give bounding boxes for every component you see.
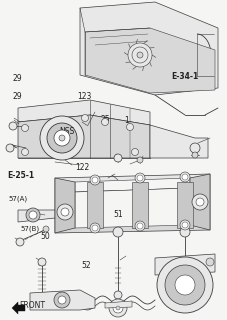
Circle shape	[174, 275, 194, 295]
Circle shape	[127, 43, 151, 67]
Text: NSS: NSS	[59, 127, 74, 136]
Text: 50: 50	[40, 232, 49, 241]
Text: E-25-1: E-25-1	[7, 171, 34, 180]
Circle shape	[54, 292, 70, 308]
Circle shape	[38, 258, 46, 266]
Circle shape	[114, 291, 121, 299]
Text: 29: 29	[12, 74, 22, 83]
Text: 25: 25	[100, 115, 109, 124]
Circle shape	[136, 223, 142, 229]
Polygon shape	[18, 100, 149, 125]
Circle shape	[134, 173, 144, 183]
Circle shape	[113, 303, 122, 313]
Circle shape	[195, 198, 203, 206]
Circle shape	[131, 47, 147, 63]
Polygon shape	[12, 302, 25, 314]
Circle shape	[191, 152, 197, 158]
Polygon shape	[55, 174, 209, 192]
Circle shape	[126, 124, 133, 131]
Circle shape	[114, 154, 121, 162]
Circle shape	[131, 148, 138, 156]
Polygon shape	[85, 28, 214, 93]
Text: 57(A): 57(A)	[8, 195, 27, 202]
Polygon shape	[75, 188, 189, 228]
Text: 57(B): 57(B)	[20, 226, 39, 232]
Circle shape	[90, 223, 100, 233]
Text: 29: 29	[12, 92, 22, 100]
Circle shape	[179, 172, 189, 182]
Circle shape	[40, 116, 84, 160]
Text: 1: 1	[124, 116, 128, 124]
Text: 122: 122	[75, 163, 89, 172]
Circle shape	[59, 135, 65, 141]
Polygon shape	[154, 254, 214, 275]
Circle shape	[109, 299, 126, 317]
Circle shape	[181, 222, 187, 228]
Circle shape	[54, 130, 70, 146]
Circle shape	[61, 208, 69, 216]
Circle shape	[47, 123, 77, 153]
Text: 52: 52	[81, 261, 90, 270]
Circle shape	[6, 144, 14, 152]
Polygon shape	[30, 290, 95, 310]
Circle shape	[26, 208, 40, 222]
Circle shape	[21, 148, 28, 156]
Circle shape	[134, 221, 144, 231]
Polygon shape	[18, 210, 55, 222]
Text: 52: 52	[179, 228, 189, 237]
Circle shape	[156, 257, 212, 313]
Circle shape	[181, 174, 187, 180]
Circle shape	[164, 265, 204, 305]
Circle shape	[43, 226, 49, 232]
Text: 123: 123	[77, 92, 91, 100]
Polygon shape	[176, 182, 192, 228]
Polygon shape	[75, 178, 189, 192]
Circle shape	[205, 258, 213, 266]
Circle shape	[136, 175, 142, 181]
Polygon shape	[18, 115, 149, 158]
Circle shape	[92, 225, 98, 231]
Circle shape	[58, 296, 66, 304]
Circle shape	[90, 175, 100, 185]
Circle shape	[116, 306, 119, 310]
Circle shape	[191, 194, 207, 210]
Circle shape	[136, 52, 142, 58]
Circle shape	[92, 177, 98, 183]
Circle shape	[179, 220, 189, 230]
Polygon shape	[105, 301, 131, 308]
Text: 51: 51	[112, 210, 122, 219]
Circle shape	[136, 157, 142, 163]
Polygon shape	[131, 182, 147, 228]
Polygon shape	[87, 182, 103, 228]
Polygon shape	[55, 178, 75, 233]
Circle shape	[9, 122, 17, 130]
Circle shape	[81, 115, 88, 122]
Circle shape	[101, 118, 108, 125]
Circle shape	[189, 143, 199, 153]
Text: FRONT: FRONT	[19, 301, 45, 310]
Circle shape	[21, 124, 28, 132]
Polygon shape	[80, 2, 217, 95]
Text: E-34-1: E-34-1	[170, 72, 197, 81]
Circle shape	[16, 238, 24, 246]
Circle shape	[57, 204, 73, 220]
Polygon shape	[55, 188, 209, 233]
Circle shape	[179, 227, 189, 237]
Circle shape	[113, 227, 122, 237]
Polygon shape	[149, 125, 207, 158]
Circle shape	[29, 211, 37, 219]
Polygon shape	[189, 174, 209, 230]
